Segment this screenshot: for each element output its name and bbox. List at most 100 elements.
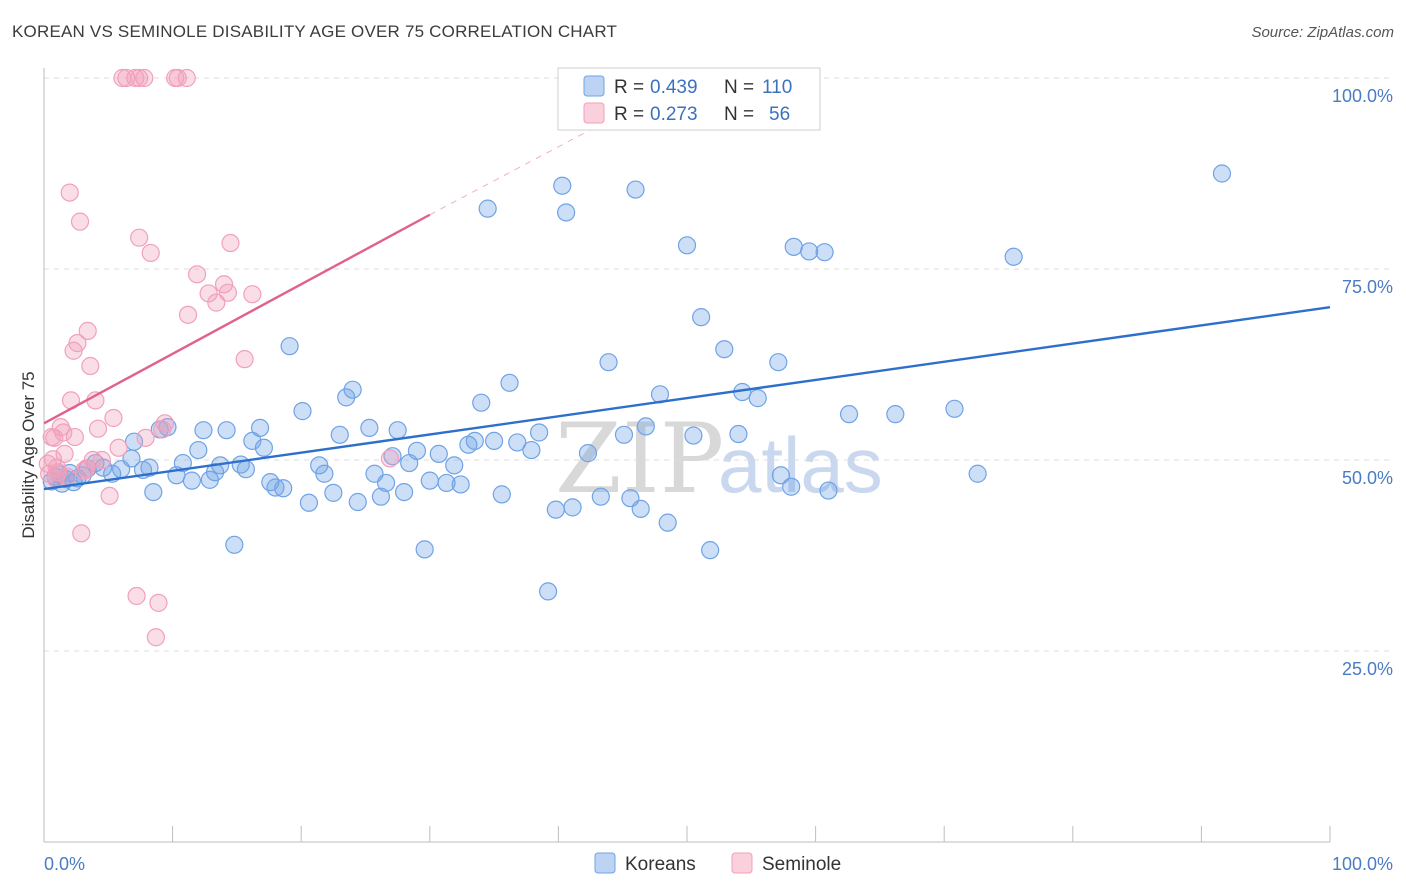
point-seminole-55 — [380, 449, 400, 468]
watermark: ZIP atlas — [555, 403, 883, 515]
point-koreans-73 — [530, 423, 549, 442]
point-koreans-77 — [557, 203, 576, 222]
y-tick-label-3: 100.0% — [1332, 86, 1393, 106]
y-tick-label-2: 75.0% — [1342, 277, 1393, 297]
trendline-extension-seminole — [429, 115, 617, 216]
point-koreans-72 — [522, 440, 541, 460]
legend-swatch-koreans — [583, 75, 605, 97]
point-koreans-24 — [189, 440, 208, 460]
trendline-seminole — [43, 213, 431, 425]
bottom-legend-swatch-seminole — [731, 852, 753, 874]
point-koreans-43 — [315, 464, 334, 483]
point-seminole-17 — [70, 212, 90, 231]
point-koreans-78 — [563, 498, 582, 517]
point-koreans-70 — [500, 373, 519, 392]
trendlines — [43, 115, 1331, 491]
point-koreans-94 — [729, 424, 748, 444]
point-koreans-92 — [701, 541, 720, 560]
point-seminole-37 — [136, 428, 155, 447]
y-axis-title: Disability Age Over 75 — [19, 371, 38, 538]
x-tick-label-0: 0.0% — [44, 854, 85, 874]
point-seminole-45 — [177, 68, 196, 88]
point-koreans-66 — [472, 393, 491, 412]
point-seminole-47 — [187, 265, 207, 284]
point-koreans-35 — [254, 438, 274, 457]
x-tick-label-1: 100.0% — [1332, 854, 1393, 874]
point-seminole-12 — [60, 183, 79, 202]
chart-source: Source: ZipAtlas.com — [1251, 24, 1394, 41]
point-koreans-104 — [839, 405, 859, 424]
point-seminole-26 — [92, 450, 111, 470]
point-koreans-100 — [784, 237, 803, 256]
point-seminole-11 — [58, 467, 77, 486]
trendline-koreans — [43, 306, 1331, 491]
point-koreans-38 — [274, 479, 293, 498]
tick-labels: 25.0% 50.0% 75.0% 100.0% 0.0% 100.0% — [44, 86, 1393, 874]
point-koreans-105 — [886, 405, 905, 424]
point-koreans-76 — [553, 176, 572, 195]
point-koreans-51 — [371, 487, 391, 506]
point-seminole-46 — [178, 305, 198, 324]
y-tick-label-0: 25.0% — [1342, 659, 1393, 679]
point-seminole-50 — [214, 275, 234, 294]
point-seminole-4 — [45, 428, 64, 447]
series-seminole — [38, 68, 400, 647]
bottom-legend-swatch-koreans — [594, 852, 616, 874]
point-seminole-39 — [146, 628, 165, 647]
point-koreans-97 — [769, 353, 788, 372]
bottom-legend-seminole: Seminole — [762, 854, 841, 875]
point-koreans-29 — [217, 421, 236, 440]
point-koreans-44 — [324, 483, 343, 502]
legend-swatch-seminole — [583, 102, 605, 124]
point-koreans-18 — [144, 482, 163, 502]
point-koreans-30 — [225, 535, 244, 554]
point-koreans-39 — [280, 337, 299, 356]
point-koreans-96 — [748, 389, 767, 408]
point-koreans-46 — [337, 388, 356, 407]
point-seminole-35 — [127, 586, 146, 606]
x-ticks — [43, 826, 1331, 842]
bottom-legend: Koreans Seminole — [594, 852, 841, 875]
point-koreans-25 — [194, 421, 213, 440]
point-koreans-89 — [677, 236, 697, 255]
point-seminole-25 — [88, 419, 108, 438]
point-seminole-7 — [49, 463, 68, 482]
point-koreans-41 — [299, 493, 319, 512]
point-koreans-68 — [485, 431, 504, 450]
point-seminole-38 — [141, 243, 160, 263]
point-koreans-59 — [420, 471, 439, 490]
legend-r-label-koreans: R = — [614, 77, 644, 98]
point-koreans-71 — [508, 433, 527, 452]
point-koreans-88 — [658, 513, 677, 532]
y-tick-label-1: 50.0% — [1342, 468, 1393, 488]
point-koreans-83 — [626, 180, 645, 199]
point-koreans-67 — [478, 199, 497, 218]
point-seminole-22 — [81, 356, 100, 376]
point-seminole-42 — [155, 414, 174, 433]
point-koreans-91 — [692, 308, 711, 327]
point-seminole-33 — [130, 68, 149, 88]
point-koreans-61 — [437, 473, 456, 493]
point-koreans-57 — [407, 441, 427, 460]
point-seminole-9 — [54, 423, 73, 442]
legend-r-value-seminole: 0.273 — [650, 104, 698, 125]
watermark-zip: ZIP — [555, 403, 724, 515]
point-koreans-32 — [236, 460, 256, 479]
point-koreans-108 — [1004, 247, 1023, 266]
point-seminole-53 — [235, 350, 254, 369]
point-seminole-15 — [65, 427, 84, 447]
legend-n-value-seminole: 56 — [769, 104, 790, 125]
point-koreans-60 — [429, 444, 448, 463]
point-koreans-55 — [394, 482, 414, 502]
series-koreans — [42, 164, 1232, 601]
point-koreans-107 — [968, 464, 987, 483]
point-koreans-23 — [182, 471, 201, 490]
point-seminole-54 — [243, 285, 262, 304]
point-koreans-81 — [599, 353, 618, 372]
point-koreans-63 — [451, 475, 470, 494]
point-seminole-18 — [72, 524, 91, 543]
point-seminole-10 — [55, 444, 74, 463]
point-koreans-79 — [578, 444, 598, 463]
point-seminole-29 — [109, 438, 128, 457]
